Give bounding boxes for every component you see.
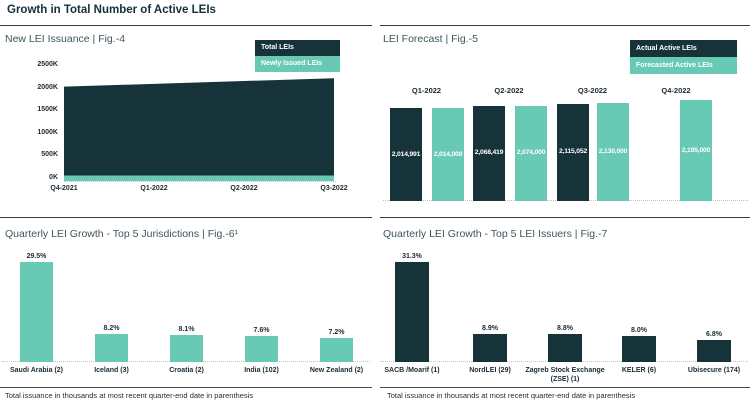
fig5-legend-forecast: Forecasted Active LEIs [630, 57, 737, 74]
fig5-forecast-bar [432, 108, 464, 201]
fig4-y-tick: 0K [49, 173, 58, 181]
fig7-category-label: SACB /Moarif (1) [384, 367, 440, 374]
fig6-value-label: 29.5% [26, 253, 47, 260]
fig4-title: New LEI Issuance | Fig.-4 [5, 33, 126, 45]
fig6-value-label: 8.1% [178, 325, 195, 333]
fig7-value-label: 8.0% [631, 327, 647, 335]
fig4-y-tick: 1500K [37, 106, 58, 114]
fig7-footnote: Total issuance in thousands at most rece… [387, 391, 636, 400]
fig6-bar [170, 334, 203, 362]
divider-footnote-right [380, 387, 750, 388]
fig5-category-label: Q4-2022 [661, 86, 691, 95]
fig4-y-tick: 2500K [37, 61, 58, 69]
fig5-category-label: Q1-2022 [411, 86, 442, 95]
fig6-category-label: New Zealand (2) [309, 367, 364, 374]
page-title: Growth in Total Number of Active LEIs [7, 4, 216, 16]
fig7-value-label: 8.8% [557, 324, 573, 332]
fig5-actual-bar [390, 108, 422, 201]
fig4-x-tick: Q1-2022 [140, 185, 168, 192]
fig6-value-label: 8.2% [103, 325, 120, 333]
fig5-actual-bar-value: 2,014,991 [391, 150, 421, 158]
fig7-value-label: 6.8% [706, 331, 722, 339]
fig6-title: Quarterly LEI Growth - Top 5 Jurisdictio… [5, 228, 239, 240]
fig5-category-label: Q3-2022 [577, 86, 608, 95]
divider-top-left [0, 25, 372, 26]
fig5-forecast-bar-value: 2,014,000 [433, 150, 463, 158]
fig7-bar [548, 333, 582, 362]
fig7-category-label: NordLEI (29) [469, 367, 511, 374]
fig4-legend: Total LEIs Newly Issued LEIs [255, 40, 340, 72]
fig7-category-label: KELER (6) [621, 367, 657, 374]
fig4-x-tick: Q2-2022 [230, 185, 258, 192]
fig6-category-label: Croatia (2) [169, 367, 204, 374]
fig5-legend-actual: Actual Active LEIs [630, 40, 737, 57]
fig7-value-label: 31.3% [402, 253, 422, 260]
fig5-forecast-bar [680, 100, 712, 201]
fig5-forecast-bar [597, 102, 629, 201]
fig5-legend: Actual Active LEIs Forecasted Active LEI… [630, 40, 737, 74]
fig6-category-label: India (102) [244, 367, 279, 374]
fig6-bar [95, 334, 128, 362]
fig7-bar [473, 333, 507, 362]
fig4-y-tick: 500K [41, 151, 58, 159]
fig4-legend-newly-issued: Newly Issued LEIs [255, 56, 340, 72]
divider-mid-right [380, 217, 750, 218]
divider-top-right [380, 25, 750, 26]
fig4-legend-total-leis: Total LEIs [255, 40, 340, 56]
fig5-actual-bar [473, 105, 505, 201]
fig7-title: Quarterly LEI Growth - Top 5 LEI Issuers… [383, 228, 608, 240]
fig5-forecast-bar-value: 2,130,000 [598, 147, 628, 155]
fig7-category-label: Zagreb Stock Exchange (ZSE) (1) [525, 367, 605, 383]
fig6-value-label: 7.6% [253, 327, 270, 335]
fig7-bar [395, 262, 429, 362]
fig7-category-label: Ubisecure (174) [687, 367, 741, 374]
fig4-x-tick: Q3-2022 [320, 185, 348, 192]
fig5-actual-bar-value: 2,115,052 [558, 148, 588, 156]
divider-footnote-left [0, 387, 372, 388]
fig5-actual-bar-value: 2,068,419 [474, 149, 504, 157]
fig4-y-tick: 1000K [37, 128, 58, 136]
fig6-bar [245, 336, 278, 362]
fig4-y-tick: 2000K [37, 83, 58, 91]
fig5-title: LEI Forecast | Fig.-5 [383, 33, 478, 45]
fig6-bar [320, 337, 353, 362]
fig4-total-leis-area [64, 78, 334, 176]
fig4-baseline [64, 181, 336, 182]
fig7-bar [697, 340, 731, 362]
fig6-footnote: Total issuance in thousands at most rece… [5, 391, 254, 400]
fig7-bar [622, 336, 656, 362]
fig5-category-label: Q2-2022 [494, 86, 524, 95]
divider-mid-left [0, 217, 372, 218]
fig5-forecast-bar-value: 2,195,000 [681, 146, 711, 154]
fig6-value-label: 7.2% [328, 328, 345, 336]
fig4-area-chart [64, 78, 334, 181]
fig7-value-label: 8.9% [482, 324, 498, 332]
fig5-forecast-bar-value: 2,074,000 [516, 149, 546, 157]
fig6-bar [20, 262, 53, 362]
fig5-forecast-bar [515, 105, 547, 201]
fig6-category-label: Saudi Arabia (2) [9, 367, 64, 374]
fig6-category-label: Iceland (3) [94, 367, 129, 374]
fig4-x-tick: Q4-2021 [50, 185, 78, 192]
fig5-actual-bar [557, 103, 589, 201]
